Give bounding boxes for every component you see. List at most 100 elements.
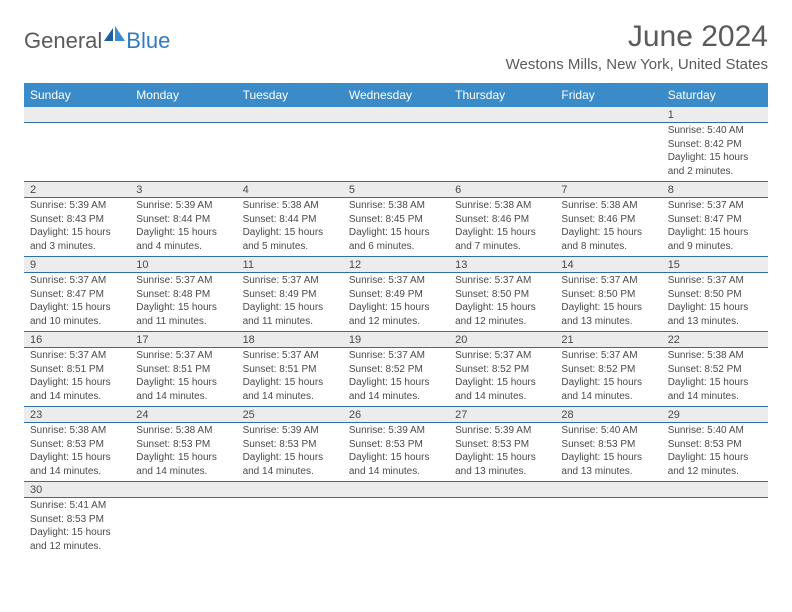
sunrise-text: Sunrise: 5:40 AM xyxy=(668,424,762,438)
sunrise-text: Sunrise: 5:37 AM xyxy=(455,349,549,363)
sunset-text: Sunset: 8:53 PM xyxy=(455,438,549,452)
sunrise-text: Sunrise: 5:37 AM xyxy=(30,274,124,288)
sunrise-text: Sunrise: 5:38 AM xyxy=(243,199,337,213)
weekday-header: Sunday xyxy=(24,83,130,107)
sunrise-text: Sunrise: 5:39 AM xyxy=(455,424,549,438)
day-number: 28 xyxy=(555,407,661,422)
sunset-text: Sunset: 8:51 PM xyxy=(243,363,337,377)
day-number: 15 xyxy=(662,257,768,272)
day-info: Sunrise: 5:37 AMSunset: 8:52 PMDaylight:… xyxy=(343,348,449,406)
day-info xyxy=(130,498,236,553)
daylight-text: Daylight: 15 hours and 14 minutes. xyxy=(455,376,549,403)
sunset-text: Sunset: 8:44 PM xyxy=(136,213,230,227)
day-number xyxy=(662,482,768,497)
day-info xyxy=(237,498,343,553)
daynum-row: 1 xyxy=(24,107,768,123)
sunrise-text: Sunrise: 5:38 AM xyxy=(455,199,549,213)
daylight-text: Daylight: 15 hours and 6 minutes. xyxy=(349,226,443,253)
weekday-header-row: Sunday Monday Tuesday Wednesday Thursday… xyxy=(24,83,768,107)
daylight-text: Daylight: 15 hours and 5 minutes. xyxy=(243,226,337,253)
day-number xyxy=(130,482,236,497)
day-info: Sunrise: 5:38 AMSunset: 8:45 PMDaylight:… xyxy=(343,198,449,256)
day-info: Sunrise: 5:37 AMSunset: 8:50 PMDaylight:… xyxy=(555,273,661,331)
day-number: 5 xyxy=(343,182,449,197)
day-info: Sunrise: 5:37 AMSunset: 8:52 PMDaylight:… xyxy=(449,348,555,406)
sunset-text: Sunset: 8:53 PM xyxy=(243,438,337,452)
sunset-text: Sunset: 8:49 PM xyxy=(349,288,443,302)
day-number xyxy=(24,107,130,122)
day-info: Sunrise: 5:39 AMSunset: 8:53 PMDaylight:… xyxy=(449,423,555,481)
sunrise-text: Sunrise: 5:37 AM xyxy=(136,349,230,363)
day-number: 7 xyxy=(555,182,661,197)
day-number: 11 xyxy=(237,257,343,272)
day-info: Sunrise: 5:37 AMSunset: 8:50 PMDaylight:… xyxy=(662,273,768,331)
day-number: 9 xyxy=(24,257,130,272)
sunrise-text: Sunrise: 5:37 AM xyxy=(455,274,549,288)
daylight-text: Daylight: 15 hours and 12 minutes. xyxy=(455,301,549,328)
sunrise-text: Sunrise: 5:40 AM xyxy=(668,124,762,138)
day-number: 16 xyxy=(24,332,130,347)
day-number: 26 xyxy=(343,407,449,422)
day-info: Sunrise: 5:39 AMSunset: 8:43 PMDaylight:… xyxy=(24,198,130,256)
daylight-text: Daylight: 15 hours and 11 minutes. xyxy=(243,301,337,328)
day-info xyxy=(343,123,449,178)
daylight-text: Daylight: 15 hours and 14 minutes. xyxy=(561,376,655,403)
day-info: Sunrise: 5:37 AMSunset: 8:47 PMDaylight:… xyxy=(24,273,130,331)
weekday-header: Saturday xyxy=(662,83,768,107)
sunrise-text: Sunrise: 5:37 AM xyxy=(668,199,762,213)
daylight-text: Daylight: 15 hours and 14 minutes. xyxy=(349,451,443,478)
daylight-text: Daylight: 15 hours and 9 minutes. xyxy=(668,226,762,253)
sunrise-text: Sunrise: 5:39 AM xyxy=(136,199,230,213)
day-number: 18 xyxy=(237,332,343,347)
daynum-row: 30 xyxy=(24,482,768,498)
day-number: 25 xyxy=(237,407,343,422)
day-info xyxy=(555,123,661,178)
sunset-text: Sunset: 8:52 PM xyxy=(561,363,655,377)
day-info: Sunrise: 5:41 AMSunset: 8:53 PMDaylight:… xyxy=(24,498,130,556)
day-number: 20 xyxy=(449,332,555,347)
day-number: 24 xyxy=(130,407,236,422)
weekday-header: Wednesday xyxy=(343,83,449,107)
sunset-text: Sunset: 8:48 PM xyxy=(136,288,230,302)
sunset-text: Sunset: 8:46 PM xyxy=(561,213,655,227)
day-info xyxy=(343,498,449,553)
daylight-text: Daylight: 15 hours and 13 minutes. xyxy=(561,301,655,328)
sunrise-text: Sunrise: 5:40 AM xyxy=(561,424,655,438)
daylight-text: Daylight: 15 hours and 13 minutes. xyxy=(668,301,762,328)
sunset-text: Sunset: 8:45 PM xyxy=(349,213,443,227)
daynum-row: 16171819202122 xyxy=(24,332,768,348)
daynum-row: 2345678 xyxy=(24,182,768,198)
sunset-text: Sunset: 8:52 PM xyxy=(668,363,762,377)
daylight-text: Daylight: 15 hours and 10 minutes. xyxy=(30,301,124,328)
day-info: Sunrise: 5:38 AMSunset: 8:46 PMDaylight:… xyxy=(555,198,661,256)
dayinfo-row: Sunrise: 5:41 AMSunset: 8:53 PMDaylight:… xyxy=(24,498,768,557)
logo: General Blue xyxy=(24,26,170,55)
logo-text-general: General xyxy=(24,28,102,54)
daylight-text: Daylight: 15 hours and 12 minutes. xyxy=(349,301,443,328)
day-info: Sunrise: 5:37 AMSunset: 8:51 PMDaylight:… xyxy=(24,348,130,406)
sunrise-text: Sunrise: 5:37 AM xyxy=(136,274,230,288)
daylight-text: Daylight: 15 hours and 4 minutes. xyxy=(136,226,230,253)
daylight-text: Daylight: 15 hours and 14 minutes. xyxy=(30,376,124,403)
day-info: Sunrise: 5:38 AMSunset: 8:44 PMDaylight:… xyxy=(237,198,343,256)
day-info: Sunrise: 5:38 AMSunset: 8:52 PMDaylight:… xyxy=(662,348,768,406)
sunrise-text: Sunrise: 5:38 AM xyxy=(668,349,762,363)
day-info: Sunrise: 5:40 AMSunset: 8:53 PMDaylight:… xyxy=(662,423,768,481)
day-info: Sunrise: 5:40 AMSunset: 8:53 PMDaylight:… xyxy=(555,423,661,481)
sunrise-text: Sunrise: 5:37 AM xyxy=(561,274,655,288)
header: General Blue June 2024 Westons Mills, Ne… xyxy=(24,20,768,73)
sunset-text: Sunset: 8:49 PM xyxy=(243,288,337,302)
sunrise-text: Sunrise: 5:37 AM xyxy=(30,349,124,363)
dayinfo-row: Sunrise: 5:37 AM Sunset: 8:51 PM Daylight:… xyxy=(24,348,768,407)
day-number: 21 xyxy=(555,332,661,347)
day-info: Sunrise: 5:40 AMSunset: 8:42 PMDaylight:… xyxy=(662,123,768,181)
dayinfo-row: Sunrise: 5:38 AMSunset: 8:53 PMDaylight:… xyxy=(24,423,768,482)
day-number: 10 xyxy=(130,257,236,272)
day-number: 2 xyxy=(24,182,130,197)
daylight-text: Daylight: 15 hours and 12 minutes. xyxy=(668,451,762,478)
day-info xyxy=(449,123,555,178)
dayinfo-row: Sunrise: 5:40 AMSunset: 8:42 PMDaylight:… xyxy=(24,123,768,182)
daylight-text: Daylight: 15 hours and 11 minutes. xyxy=(136,301,230,328)
day-number: 1 xyxy=(662,107,768,122)
daylight-text: Daylight: 15 hours and 13 minutes. xyxy=(561,451,655,478)
